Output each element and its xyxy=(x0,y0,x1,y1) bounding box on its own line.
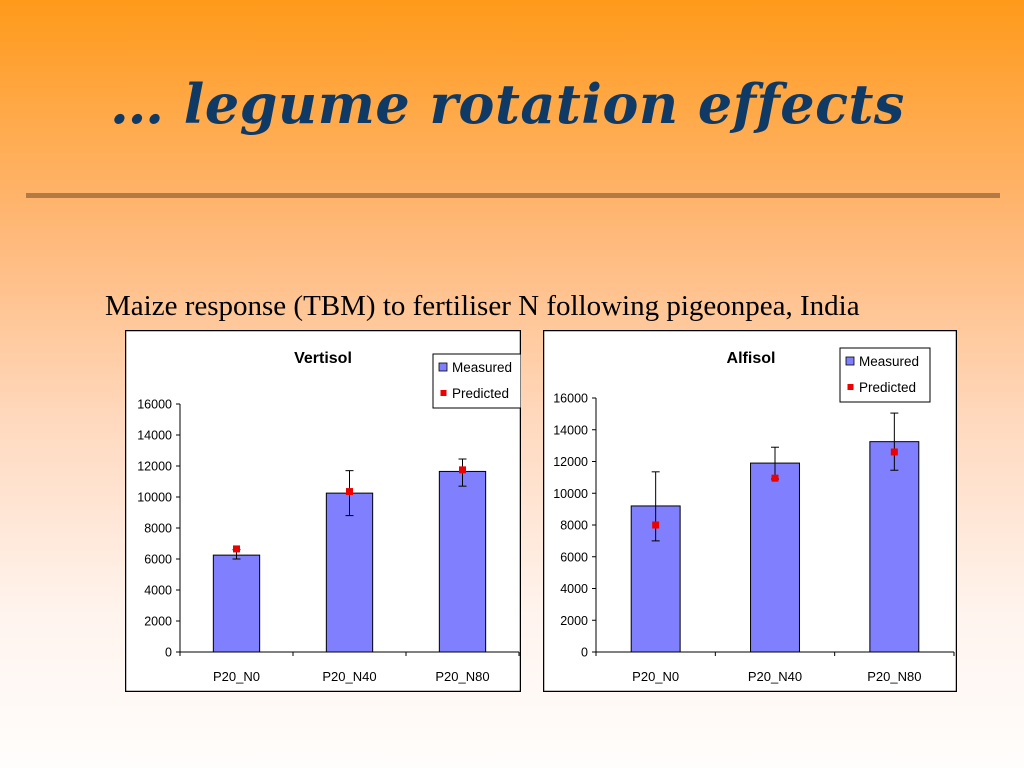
legend-box xyxy=(432,353,521,409)
point-predicted xyxy=(652,521,660,529)
bar-measured xyxy=(869,441,920,653)
y-tick-label: 10000 xyxy=(137,491,172,505)
chart-title: Vertisol xyxy=(294,350,352,367)
y-tick-label: 16000 xyxy=(137,398,172,412)
point-predicted xyxy=(233,545,240,553)
x-tick-label: P20_N80 xyxy=(867,669,921,684)
point-predicted xyxy=(890,448,898,456)
x-tick-label: P20_N0 xyxy=(632,669,679,684)
y-tick-label: 8000 xyxy=(144,522,172,536)
y-tick-label: 16000 xyxy=(553,392,588,406)
x-tick-label: P20_N40 xyxy=(322,669,376,684)
chart-title: Alfisol xyxy=(727,350,776,367)
legend-swatch-predicted xyxy=(440,390,447,396)
legend-label-predicted: Predicted xyxy=(452,386,509,401)
y-tick-label: 6000 xyxy=(560,550,588,564)
slide-title: … legume rotation effects xyxy=(110,72,905,136)
alfisol-chart: Alfisol 0 2000 4000 6000 8000 10000 12000 14000 1… xyxy=(543,330,957,692)
title-divider xyxy=(26,193,1000,198)
y-tick-label: 4000 xyxy=(560,582,588,596)
chart-svg: Alfisol 0 2000 4000 6000 8000 10000 12000 14000 1… xyxy=(543,330,957,692)
legend-box xyxy=(839,347,931,403)
y-tick-label: 4000 xyxy=(144,584,172,598)
y-tick-label: 0 xyxy=(581,646,588,660)
y-tick-label: 2000 xyxy=(144,615,172,629)
point-predicted xyxy=(771,474,779,482)
legend-label-predicted: Predicted xyxy=(859,380,916,395)
point-predicted xyxy=(459,466,466,474)
legend: Measured Predicted xyxy=(839,347,931,403)
legend: Measured Predicted xyxy=(432,353,521,409)
bar-measured xyxy=(212,554,261,653)
y-tick-label: 14000 xyxy=(553,423,588,437)
y-tick-label: 12000 xyxy=(137,460,172,474)
y-tick-label: 14000 xyxy=(137,429,172,443)
chart-svg: Vertisol 0 2000 4000 6000 8000 10000 12000 14000… xyxy=(125,330,521,692)
bar-measured xyxy=(750,462,800,653)
point-predicted xyxy=(346,488,353,496)
legend-label-measured: Measured xyxy=(859,354,919,369)
slide-subtitle: Maize response (TBM) to fertiliser N fol… xyxy=(105,290,860,322)
y-tick-label: 6000 xyxy=(144,553,172,567)
legend-label-measured: Measured xyxy=(452,360,512,375)
y-tick-label: 10000 xyxy=(553,487,588,501)
vertisol-chart: Vertisol 0 2000 4000 6000 8000 10000 12000 14000… xyxy=(125,330,521,692)
x-tick-label: P20_N40 xyxy=(748,669,802,684)
legend-swatch-measured xyxy=(845,356,855,366)
y-tick-label: 8000 xyxy=(560,519,588,533)
bar-measured xyxy=(438,470,487,653)
legend-swatch-measured xyxy=(438,362,448,372)
x-tick-label: P20_N80 xyxy=(435,669,489,684)
x-tick-label: P20_N0 xyxy=(213,669,260,684)
y-tick-label: 2000 xyxy=(560,614,588,628)
bar-measured xyxy=(325,492,374,653)
y-tick-label: 0 xyxy=(165,646,172,660)
legend-swatch-predicted xyxy=(847,384,854,390)
y-tick-label: 12000 xyxy=(553,455,588,469)
